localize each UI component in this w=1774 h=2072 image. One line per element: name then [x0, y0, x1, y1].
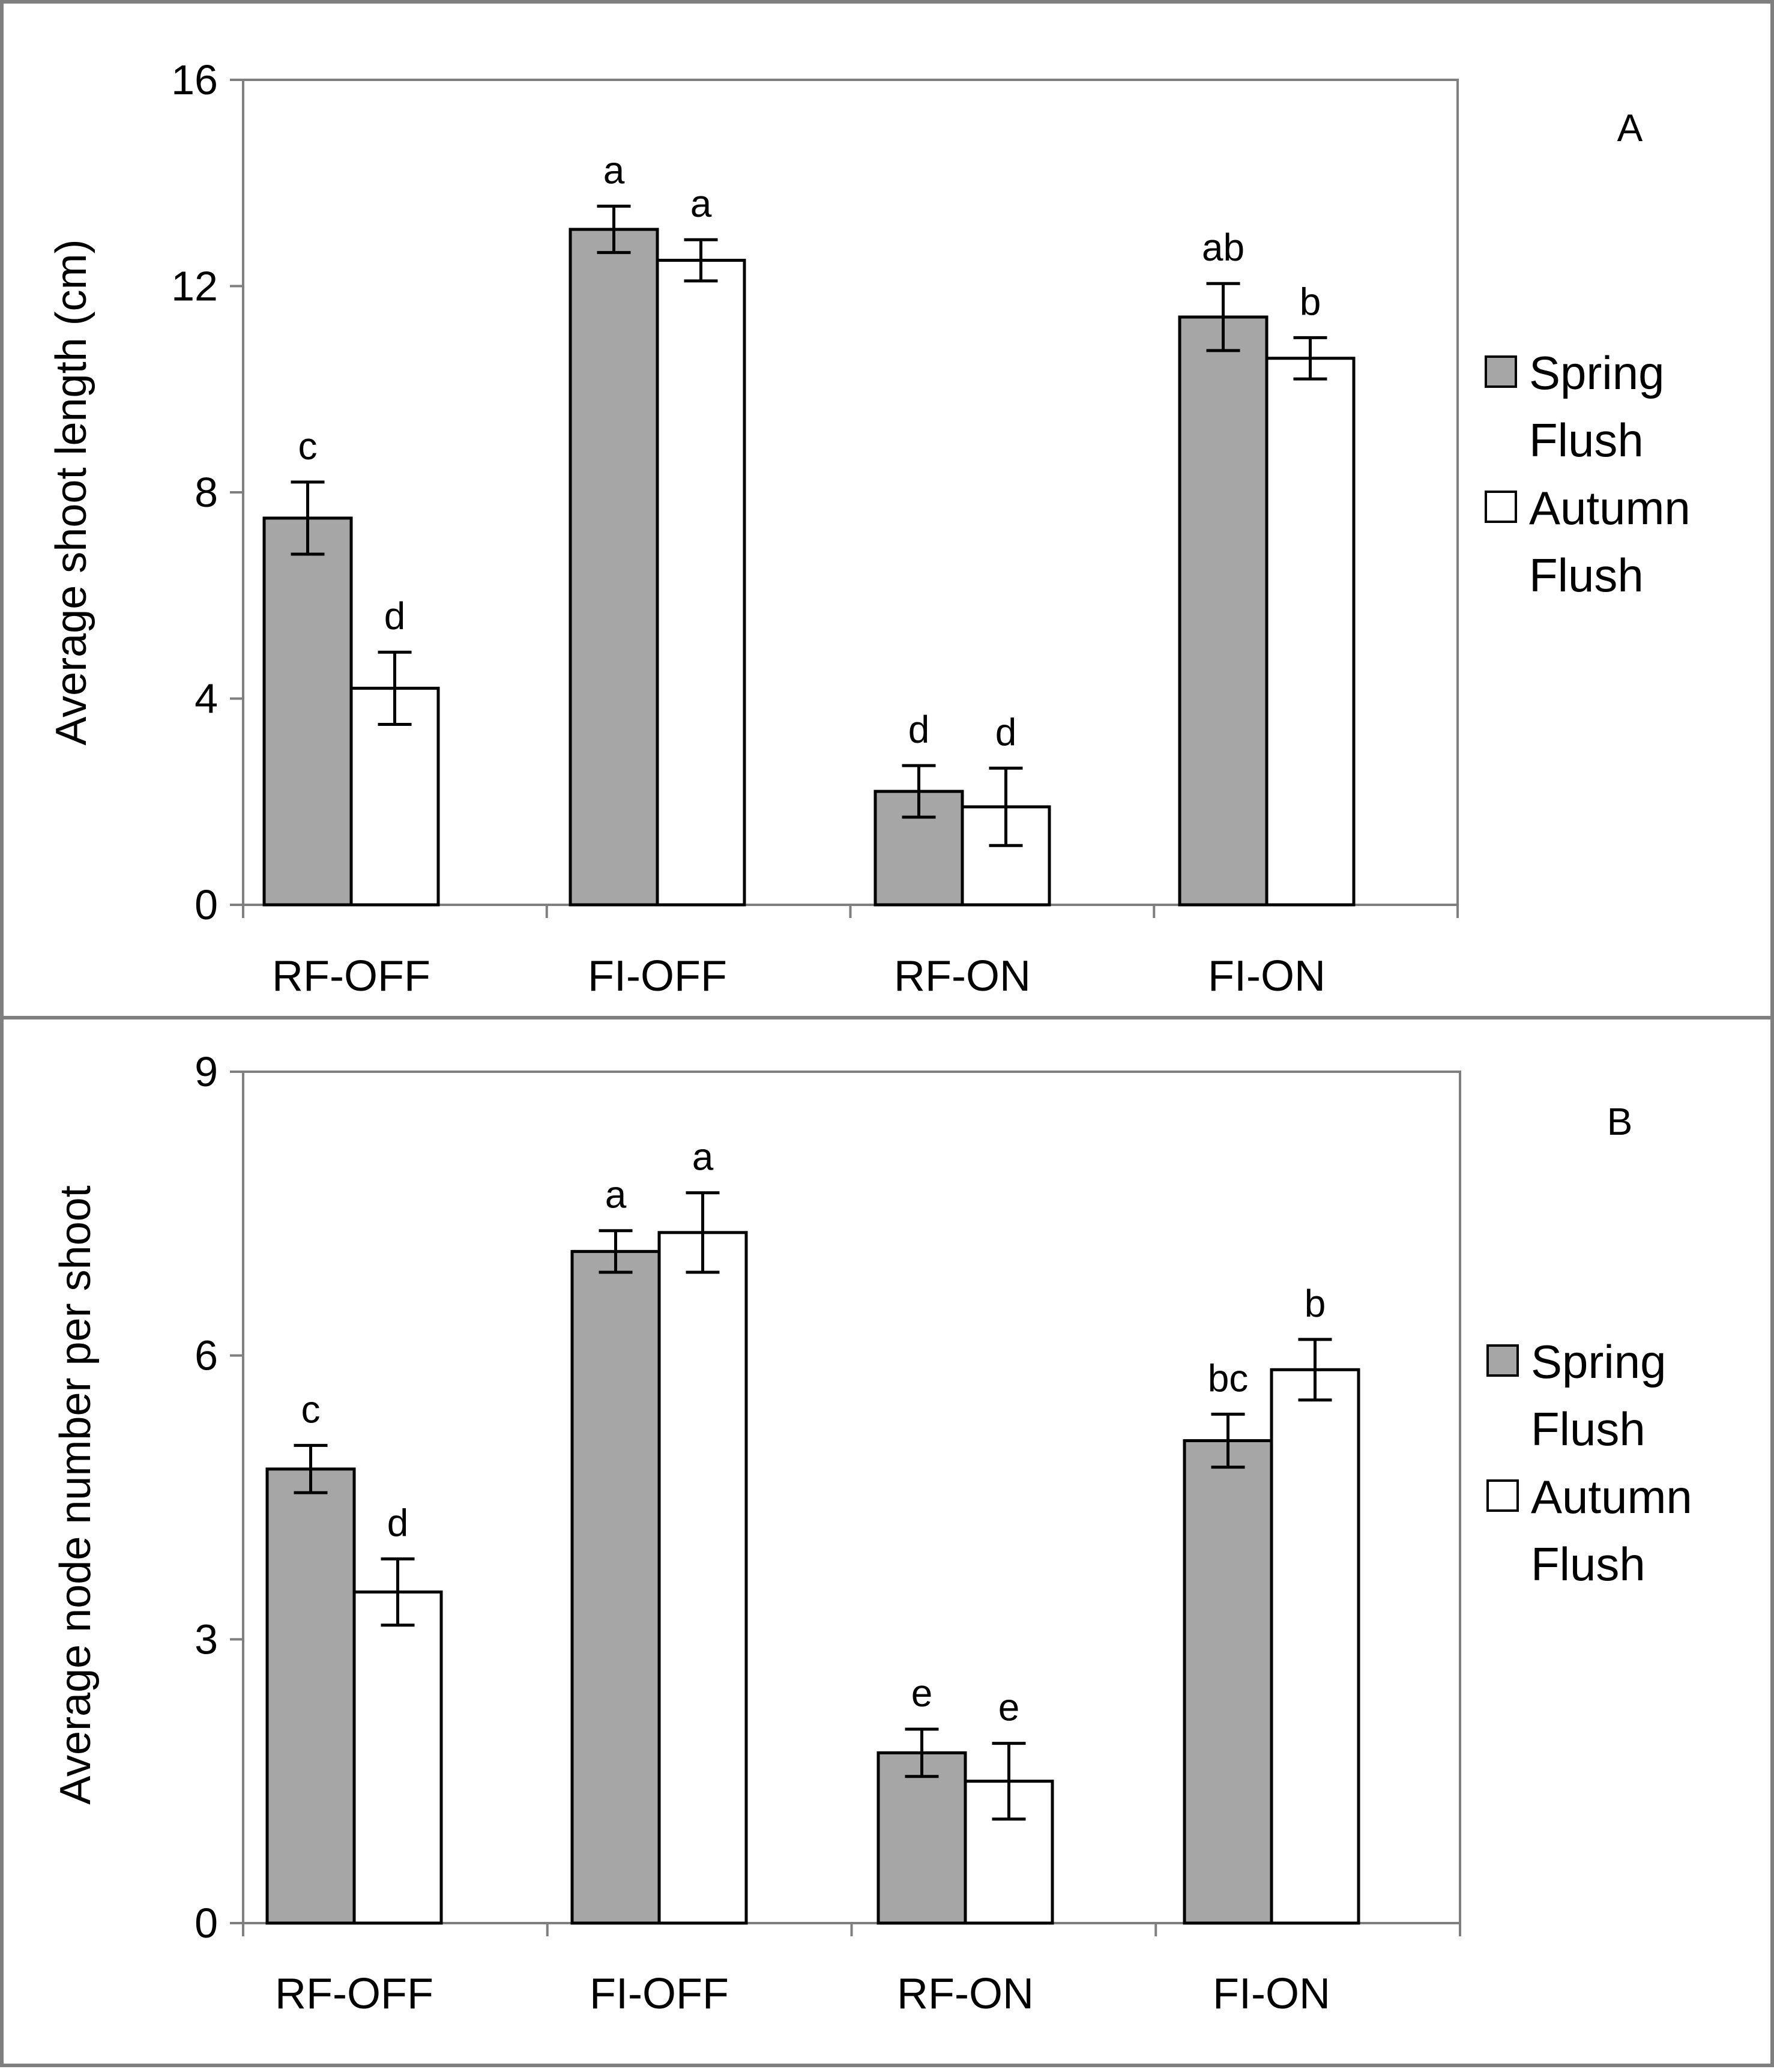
y-tick-label: 0: [195, 881, 218, 928]
panel-b: 0 3 6 9 c d RF-OFF a a FI-OFF e e RF-ON bc b FI-ON Avera…: [52, 1048, 1692, 2018]
significance-letter: a: [692, 1135, 714, 1179]
x-tick-label: RF-OFF: [275, 1970, 433, 2018]
significance-letter: c: [301, 1388, 321, 1431]
bar-spring-flush: [569, 228, 659, 907]
bar-autumn-flush: [352, 1590, 443, 1925]
legend-swatch-autumn: [1485, 491, 1517, 523]
bar-spring-flush: [1183, 1439, 1273, 1925]
significance-letter: d: [995, 710, 1017, 754]
significance-letter: d: [387, 1501, 409, 1544]
bar-spring-flush: [570, 1249, 661, 1925]
x-tick-label: FI-ON: [1213, 1970, 1330, 2018]
y-tick-label: 9: [195, 1048, 218, 1095]
legend-label: Autumn: [1529, 482, 1691, 534]
bar-autumn-flush: [1265, 357, 1356, 907]
significance-letter: b: [1300, 280, 1321, 323]
legend-label: Spring: [1531, 1335, 1666, 1388]
significance-letter: c: [298, 424, 318, 468]
significance-letter: ab: [1202, 226, 1245, 269]
x-tick-label: FI-OFF: [588, 952, 727, 1000]
legend-label: Flush: [1531, 1403, 1646, 1455]
legend-label: Autumn: [1531, 1470, 1692, 1523]
panel-letter: A: [1617, 106, 1643, 150]
significance-letter: d: [384, 594, 406, 638]
bar-autumn-flush: [961, 805, 1051, 907]
y-axis-title: Average node number per shoot: [52, 1185, 100, 1804]
x-tick-label: FI-ON: [1208, 952, 1326, 1000]
y-tick-label: 0: [195, 1900, 218, 1947]
legend-swatch-spring: [1485, 355, 1517, 388]
bar-spring-flush: [1178, 315, 1269, 907]
significance-letter: e: [998, 1686, 1020, 1729]
significance-letter: e: [911, 1672, 933, 1715]
y-axis-title: Average shoot length (cm): [47, 239, 95, 745]
x-tick-label: FI-OFF: [590, 1970, 729, 2018]
significance-letter: a: [605, 1173, 627, 1216]
legend-label: Flush: [1531, 1538, 1646, 1590]
bar-spring-flush: [265, 1467, 356, 1925]
y-tick-label: 4: [195, 675, 218, 722]
legend-label: Flush: [1529, 414, 1644, 467]
bar-autumn-flush: [657, 1231, 748, 1925]
legend-label: Spring: [1529, 346, 1664, 399]
significance-letter: a: [603, 148, 625, 192]
y-tick-label: 6: [195, 1332, 218, 1379]
bar-autumn-flush: [656, 259, 746, 907]
panel-a: 0 4 8 12 16 c d RF-OFF a a FI-OFF d d RF-ON ab b FI-ON Av…: [47, 56, 1691, 1000]
significance-letter: b: [1305, 1282, 1326, 1325]
significance-letter: d: [908, 708, 930, 751]
x-tick-label: RF-ON: [897, 1970, 1034, 2018]
bar-autumn-flush: [1270, 1368, 1360, 1925]
panel-letter: B: [1607, 1100, 1633, 1143]
y-tick-label: 8: [195, 469, 218, 516]
legend-label: Flush: [1529, 549, 1644, 602]
y-tick-label: 12: [171, 263, 218, 310]
x-tick-label: RF-ON: [894, 952, 1031, 1000]
x-tick-label: RF-OFF: [272, 952, 430, 1000]
legend-swatch-spring: [1486, 1344, 1519, 1377]
y-tick-label: 3: [195, 1616, 218, 1663]
legend-swatch-autumn: [1486, 1479, 1519, 1512]
bar-spring-flush: [262, 516, 353, 907]
significance-letter: bc: [1208, 1356, 1249, 1400]
y-tick-label: 16: [171, 56, 218, 103]
significance-letter: a: [690, 182, 712, 225]
bar-spring-flush: [876, 1751, 967, 1925]
